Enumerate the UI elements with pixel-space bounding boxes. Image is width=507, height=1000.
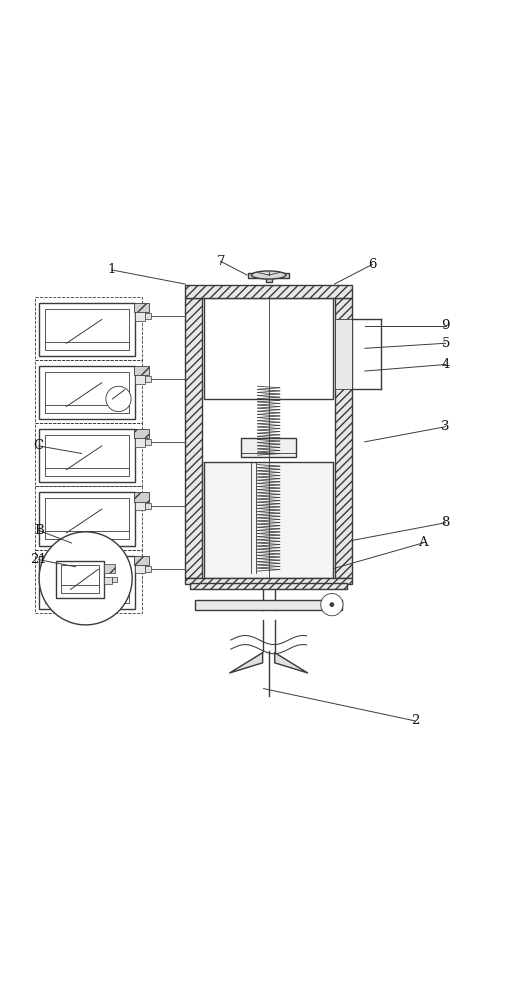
Polygon shape [275, 653, 308, 673]
Bar [56, 561, 104, 598]
Bar [204, 298, 333, 399]
Bar [34, 550, 142, 613]
Bar [336, 298, 352, 578]
Text: B: B [34, 524, 44, 537]
Bar [145, 566, 151, 572]
Bar [190, 583, 347, 589]
Bar [266, 277, 272, 282]
Text: 6: 6 [368, 258, 377, 271]
Bar [135, 565, 145, 573]
Circle shape [106, 386, 131, 412]
Bar [135, 375, 145, 384]
Bar [45, 435, 129, 476]
Text: 9: 9 [442, 319, 450, 332]
Bar [195, 600, 342, 610]
Bar [45, 562, 129, 603]
Circle shape [39, 532, 132, 625]
Text: 4: 4 [442, 358, 450, 371]
Bar [134, 556, 149, 565]
Bar [185, 298, 202, 578]
Text: 7: 7 [216, 255, 225, 268]
Bar [204, 462, 333, 578]
Bar [39, 303, 135, 356]
Bar [39, 556, 135, 609]
Bar [145, 503, 151, 509]
Bar [39, 492, 135, 546]
Bar [45, 498, 129, 539]
Polygon shape [230, 653, 263, 673]
Circle shape [330, 603, 334, 607]
Bar [134, 492, 149, 502]
Text: A: A [418, 536, 428, 549]
Bar [248, 273, 289, 278]
Bar [104, 564, 116, 573]
Bar [113, 577, 118, 582]
Text: 3: 3 [442, 420, 450, 433]
Bar [145, 376, 151, 382]
Bar [39, 366, 135, 419]
Bar [45, 309, 129, 350]
Bar [241, 438, 297, 457]
Ellipse shape [251, 271, 286, 279]
Text: 8: 8 [442, 516, 450, 529]
Bar [135, 502, 145, 510]
Text: 2: 2 [411, 714, 419, 727]
Bar [134, 366, 149, 375]
Bar [135, 438, 145, 447]
Bar [104, 577, 113, 584]
Bar [61, 565, 99, 593]
Bar [39, 429, 135, 482]
Bar [185, 578, 352, 584]
Bar [145, 313, 151, 319]
Bar [34, 297, 142, 360]
Bar [185, 285, 352, 298]
Bar [336, 319, 352, 389]
Bar [45, 372, 129, 413]
Bar [34, 423, 142, 486]
Text: 21: 21 [30, 553, 47, 566]
Bar [135, 312, 145, 321]
Bar [134, 429, 149, 438]
Bar [34, 360, 142, 423]
Text: 1: 1 [108, 263, 116, 276]
Bar [34, 486, 142, 550]
Text: 5: 5 [442, 337, 450, 350]
Bar [145, 439, 151, 445]
Bar [134, 303, 149, 312]
Text: C: C [33, 439, 44, 452]
Circle shape [321, 594, 343, 616]
